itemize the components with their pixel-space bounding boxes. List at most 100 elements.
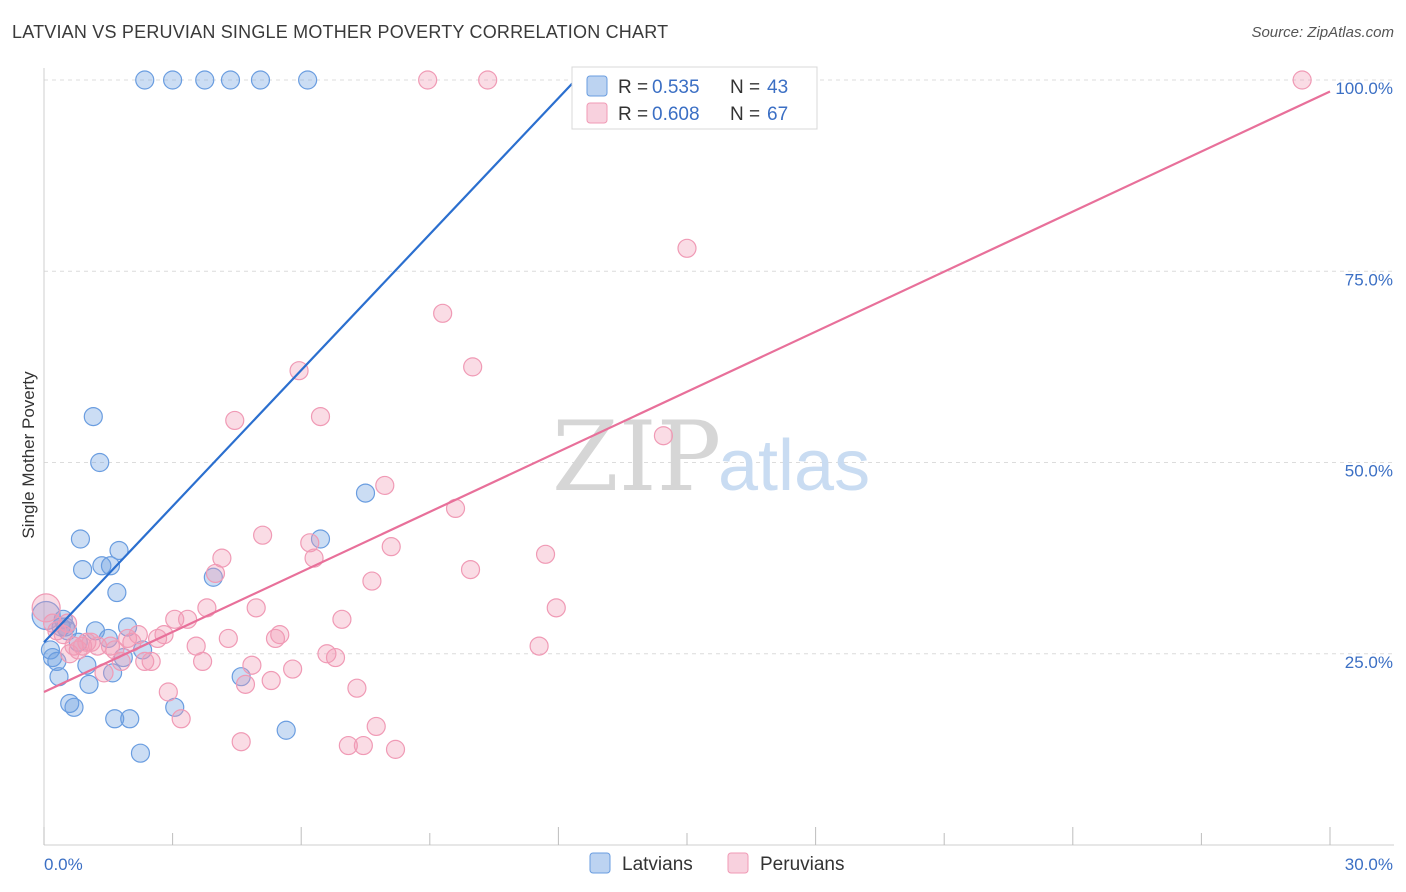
bottom-legend-label: Latvians — [622, 854, 693, 875]
latvian-point — [310, 529, 331, 549]
latvian-point — [72, 559, 93, 580]
legend-n-label: N = — [730, 104, 760, 125]
latvian-point — [195, 70, 215, 90]
watermark-zip: ZIP — [552, 401, 721, 513]
legend-swatch — [586, 75, 608, 97]
latvian-point — [64, 697, 84, 717]
peruvian-point — [235, 674, 256, 694]
legend-r-value: 0.535 — [652, 77, 700, 98]
peruvian-point — [270, 625, 290, 645]
peruvian-point — [418, 70, 438, 90]
peruvian-point — [212, 548, 232, 568]
legend: R = 0.535 N = 43 R = 0.608 N = 67 — [571, 66, 818, 130]
watermark-atlas: atlas — [718, 426, 870, 506]
peruvian-trend-line — [43, 90, 1331, 693]
peruvian-point — [529, 636, 549, 656]
trend-lines — [43, 79, 1331, 693]
bottom-legend-swatch — [589, 852, 611, 874]
peruvian-point — [463, 357, 483, 377]
peruvian-point — [381, 537, 401, 557]
peruvian-point — [304, 548, 324, 568]
peruvian-point — [338, 735, 358, 756]
peruvian-point — [261, 670, 281, 691]
peruvian-point — [253, 525, 273, 545]
chart-title: LATVIAN VS PERUVIAN SINGLE MOTHER POVERT… — [12, 22, 669, 42]
bottom-legend-label: Peruvians — [760, 854, 845, 875]
peruvian-point — [31, 593, 61, 623]
latvian-point — [250, 70, 271, 90]
legend-n-value: 43 — [767, 77, 788, 98]
peruvian-point — [154, 625, 174, 645]
peruvian-point — [325, 647, 346, 668]
latvian-point — [100, 556, 121, 576]
legend-r-label: R = — [618, 77, 648, 98]
peruvian-point — [433, 303, 453, 323]
peruvian-point — [283, 659, 303, 679]
latvian-point — [120, 709, 140, 729]
legend-r-label: R = — [618, 104, 648, 125]
latvian-point — [90, 452, 110, 473]
latvian-point — [220, 70, 241, 90]
latvian-point — [40, 640, 61, 660]
latvian-point — [135, 70, 155, 90]
data-points — [31, 70, 1312, 763]
legend-n-label: N = — [730, 77, 760, 98]
legend-r-value: 0.608 — [652, 104, 700, 125]
peruvian-point — [535, 544, 556, 564]
peruvian-point — [57, 613, 78, 633]
latvian-point — [79, 674, 99, 694]
peruvian-point — [347, 678, 367, 698]
latvian-point — [298, 70, 318, 90]
x-tick-label: 30.0% — [1345, 855, 1393, 874]
watermark: ZIP atlas — [552, 401, 870, 513]
peruvian-point — [225, 410, 245, 431]
y-tick-label: 75.0% — [1345, 270, 1393, 289]
peruvian-point — [546, 598, 566, 618]
latvian-point — [355, 483, 376, 503]
latvian-point — [70, 529, 91, 549]
latvian-point — [130, 743, 151, 763]
peruvian-point — [231, 732, 251, 752]
latvian-point — [117, 617, 138, 637]
peruvian-point — [218, 628, 238, 649]
bottom-legend-swatch — [727, 852, 749, 874]
axes — [43, 68, 1394, 846]
x-tick-label: 0.0% — [44, 855, 83, 874]
chart-source: Source: ZipAtlas.com — [1251, 24, 1394, 41]
peruvian-point — [171, 709, 191, 729]
y-axis-label: Single Mother Poverty — [19, 371, 38, 539]
y-tick-label: 50.0% — [1345, 462, 1393, 481]
latvian-trend-line — [43, 79, 577, 644]
peruvian-point — [332, 609, 352, 629]
bottom-legend: Latvians Peruvians — [589, 852, 845, 875]
latvian-point — [105, 709, 125, 729]
peruvian-point — [193, 651, 213, 672]
latvian-point — [83, 407, 103, 427]
latvian-point — [163, 70, 183, 90]
grid-lines — [44, 79, 1394, 655]
peruvian-point — [128, 625, 148, 645]
peruvian-point — [1292, 70, 1312, 90]
peruvian-point — [242, 655, 262, 675]
peruvian-point — [677, 238, 697, 258]
peruvian-point — [158, 682, 178, 702]
legend-swatch — [586, 102, 608, 124]
peruvian-point — [375, 475, 395, 496]
peruvian-point — [135, 651, 155, 672]
peruvian-point — [366, 716, 386, 737]
peruvian-point — [77, 632, 97, 652]
peruvian-point — [362, 571, 382, 591]
latvian-point — [107, 582, 127, 603]
y-tick-label: 25.0% — [1345, 653, 1393, 672]
latvian-point — [276, 720, 296, 740]
latvian-point — [109, 540, 129, 561]
peruvian-point — [460, 559, 481, 580]
tick-labels: 25.0% 50.0% 75.0% 100.0% 0.0% 30.0% — [44, 79, 1393, 874]
peruvian-point — [300, 533, 320, 553]
legend-n-value: 67 — [767, 104, 788, 125]
peruvian-point — [653, 426, 674, 446]
peruvian-point — [478, 70, 498, 90]
legend-box — [571, 66, 818, 130]
peruvian-point — [385, 739, 406, 759]
